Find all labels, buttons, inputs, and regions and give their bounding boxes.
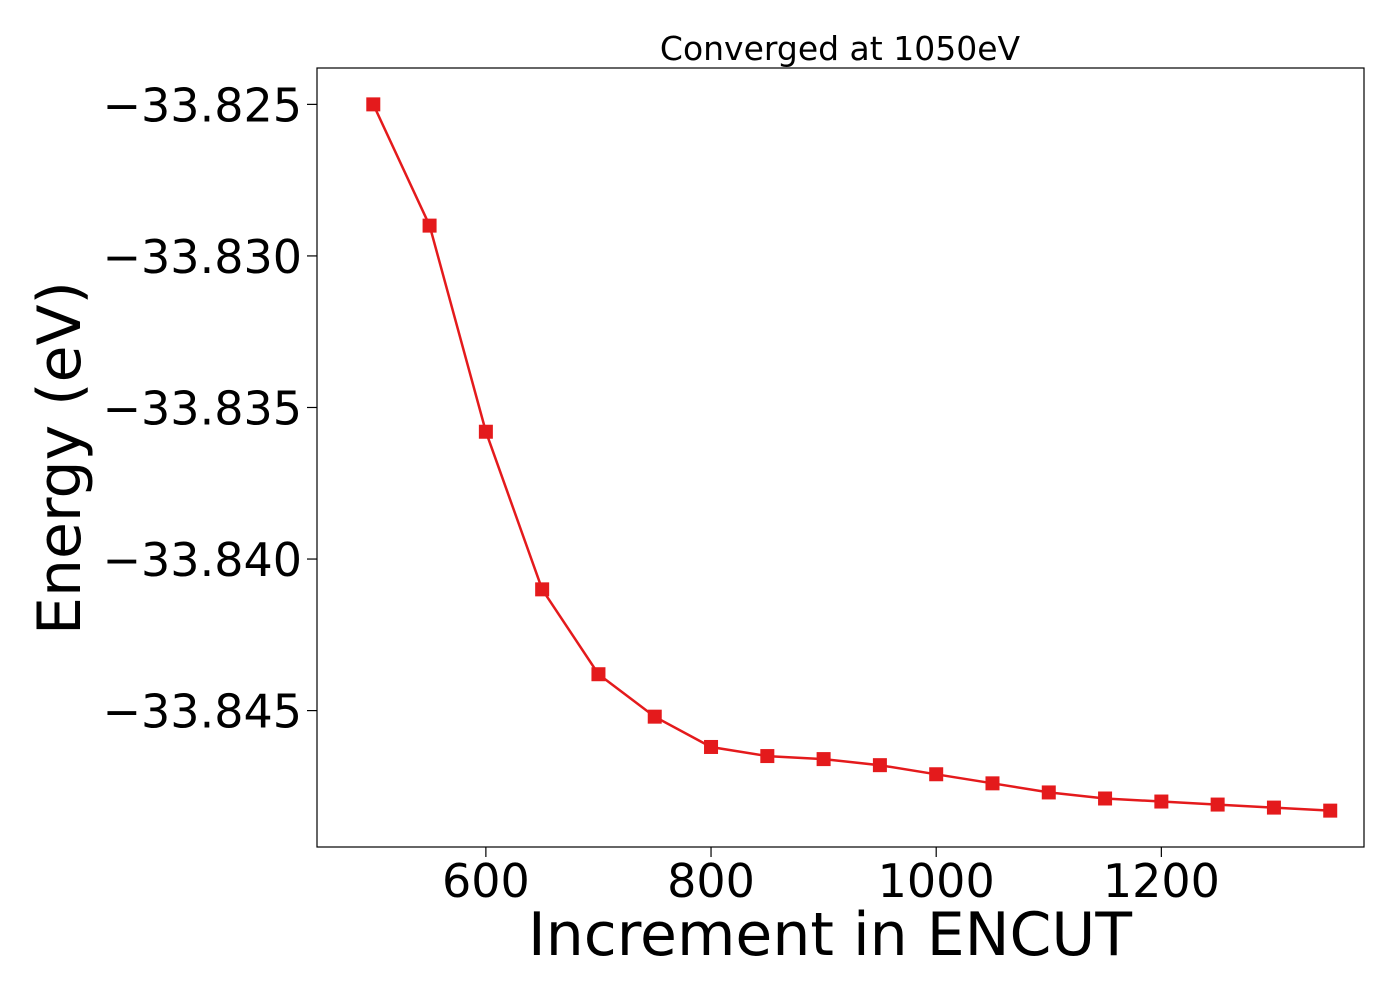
y-tick-label: −33.825 — [103, 78, 303, 132]
y-tick-label: −33.835 — [103, 381, 303, 435]
y-tick-label: −33.845 — [103, 685, 303, 739]
data-point-marker — [1210, 797, 1225, 812]
y-axis: −33.825 −33.830 −33.835 −33.840 −33.845 — [103, 78, 317, 739]
x-tick-label: 600 — [442, 854, 530, 908]
data-point-marker — [760, 749, 775, 764]
plot-area-frame — [316, 67, 1365, 848]
chart-title: Converged at 1050eV — [660, 29, 1021, 68]
data-point-marker — [704, 739, 719, 754]
data-point-marker — [422, 218, 437, 233]
data-point-marker — [591, 667, 606, 682]
data-point-marker — [929, 767, 944, 782]
x-axis: 600 800 1000 1200 — [442, 847, 1220, 908]
data-point-marker — [535, 582, 550, 597]
series-line — [372, 103, 1331, 812]
data-point-marker — [1041, 785, 1056, 800]
data-point-marker — [1098, 791, 1113, 806]
y-tick-label: −33.830 — [103, 230, 303, 284]
data-point-marker — [478, 424, 493, 439]
y-axis-label: Energy (eV) — [25, 281, 95, 635]
data-point-marker — [1266, 800, 1281, 815]
x-tick-label: 800 — [667, 854, 755, 908]
series-energy — [366, 97, 1338, 818]
x-axis-label: Increment in ENCUT — [528, 900, 1132, 970]
data-point-marker — [1154, 794, 1169, 809]
data-point-marker — [366, 97, 381, 112]
data-point-marker — [816, 752, 831, 767]
x-tick-label: 1200 — [1103, 854, 1220, 908]
y-tick-label: −33.840 — [103, 533, 303, 587]
x-tick-label: 1000 — [878, 854, 995, 908]
data-point-marker — [985, 776, 1000, 791]
data-point-marker — [872, 758, 887, 773]
data-point-marker — [1323, 803, 1338, 818]
data-point-marker — [647, 709, 662, 724]
